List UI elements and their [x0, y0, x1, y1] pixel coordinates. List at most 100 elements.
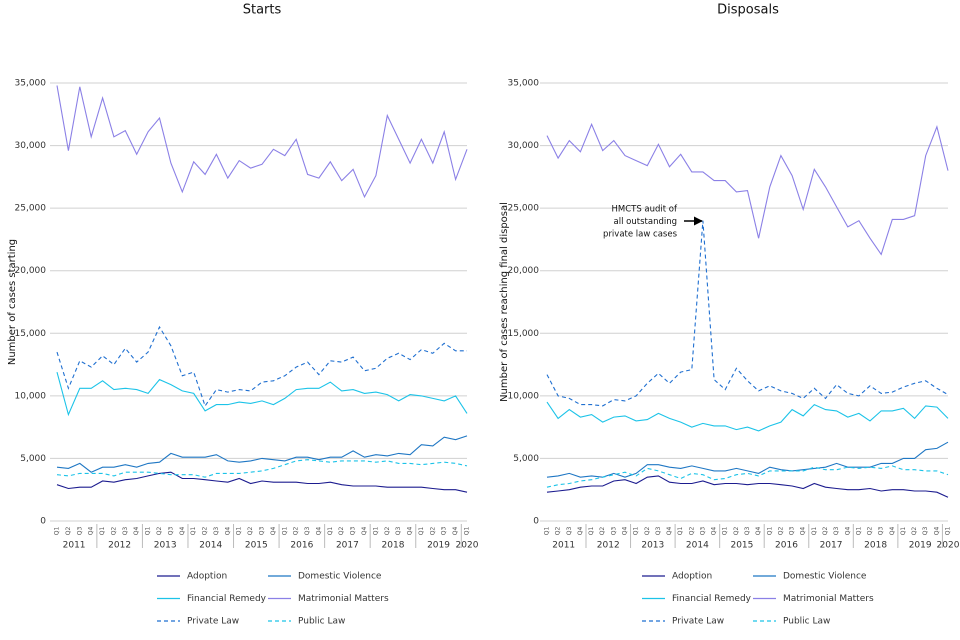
y-tick-label: 10,000 [15, 391, 47, 401]
y-tick-label: 30,000 [15, 141, 47, 151]
x-tick-label: Q1 [99, 527, 106, 536]
x-tick-label: Q4 [755, 527, 762, 536]
chart-title: Starts [243, 3, 282, 18]
y-tick-label: 0 [533, 517, 539, 527]
x-tick-label: Q2 [644, 527, 651, 536]
year-label: 2014 [686, 541, 709, 551]
year-label: 2017 [820, 541, 843, 551]
y-tick-label: 35,000 [15, 79, 47, 89]
year-label: 2015 [730, 541, 753, 551]
x-tick-label: Q2 [688, 527, 695, 536]
year-label: 2015 [245, 541, 268, 551]
year-label: 2020 [937, 541, 960, 551]
series-line [546, 401, 949, 432]
x-tick-label: Q2 [429, 527, 436, 536]
x-tick-label: Q1 [766, 527, 773, 536]
y-tick-label: 10,000 [508, 391, 540, 401]
annotation: all outstanding [614, 217, 677, 227]
x-tick-label: Q3 [833, 527, 840, 536]
year-label: 2012 [597, 541, 620, 551]
y-axis-label: Number of cases starting [7, 239, 18, 365]
x-tick-label: Q3 [922, 527, 929, 536]
year-label: 2011 [63, 541, 86, 551]
x-tick-label: Q2 [599, 527, 606, 536]
x-tick-label: Q4 [889, 527, 896, 536]
x-tick-label: Q3 [441, 527, 448, 536]
series-line [546, 122, 949, 256]
y-tick-label: 0 [40, 517, 46, 527]
x-tick-label: Q1 [190, 527, 197, 536]
x-tick-label: Q2 [110, 527, 117, 536]
legend-label: Private Law [672, 617, 724, 627]
y-tick-label: 35,000 [508, 79, 540, 89]
y-tick-label: 20,000 [508, 266, 540, 276]
y-axis-label: Number of cases reaching final disposal [499, 202, 510, 402]
year-label: 2011 [552, 541, 575, 551]
x-tick-label: Q4 [224, 527, 231, 536]
year-label: 2014 [199, 541, 222, 551]
x-tick-label: Q3 [744, 527, 751, 536]
x-tick-label: Q4 [666, 527, 673, 536]
x-tick-label: Q4 [407, 527, 414, 536]
x-tick-label: Q3 [789, 527, 796, 536]
year-label: 2013 [154, 541, 177, 551]
legend-label: Adoption [187, 572, 227, 582]
x-tick-label: Q4 [800, 527, 807, 536]
legend-label: Private Law [187, 617, 239, 627]
legend-label: Matrimonial Matters [783, 594, 874, 604]
y-tick-label: 15,000 [508, 329, 540, 339]
x-tick-label: Q1 [236, 527, 243, 536]
series-line [56, 459, 468, 478]
x-tick-label: Q3 [655, 527, 662, 536]
y-tick-label: 20,000 [15, 266, 47, 276]
x-tick-label: Q2 [202, 527, 209, 536]
x-tick-label: Q2 [733, 527, 740, 536]
x-tick-label: Q3 [350, 527, 357, 536]
x-tick-label: Q3 [122, 527, 129, 536]
x-tick-label: Q1 [464, 527, 471, 536]
x-tick-label: Q2 [247, 527, 254, 536]
year-label: 2013 [641, 541, 664, 551]
x-tick-label: Q4 [577, 527, 584, 536]
year-label: 2017 [336, 541, 359, 551]
series-line [56, 325, 467, 408]
x-tick-label: Q3 [213, 527, 220, 536]
x-tick-label: Q4 [361, 527, 368, 536]
series-line [546, 465, 949, 488]
x-tick-label: Q1 [372, 527, 379, 536]
y-tick-label: 15,000 [15, 329, 47, 339]
x-tick-label: Q2 [822, 527, 829, 536]
x-tick-label: Q4 [315, 527, 322, 536]
x-tick-label: Q1 [145, 527, 152, 536]
x-tick-label: Q1 [677, 527, 684, 536]
legend-label: Public Law [783, 617, 830, 627]
x-tick-label: Q1 [418, 527, 425, 536]
x-tick-label: Q2 [384, 527, 391, 536]
x-tick-label: Q1 [633, 527, 640, 536]
x-tick-label: Q1 [54, 527, 61, 536]
x-tick-label: Q3 [304, 527, 311, 536]
legend-label: Matrimonial Matters [298, 594, 389, 604]
x-tick-label: Q3 [259, 527, 266, 536]
x-tick-label: Q4 [844, 527, 851, 536]
x-tick-label: Q2 [156, 527, 163, 536]
x-tick-label: Q1 [945, 527, 952, 536]
x-tick-label: Q3 [699, 527, 706, 536]
x-tick-label: Q3 [395, 527, 402, 536]
x-tick-label: Q2 [867, 527, 874, 536]
x-tick-label: Q4 [179, 527, 186, 536]
annotation: HMCTS audit of [611, 205, 678, 215]
series-line [56, 471, 468, 493]
x-tick-label: Q3 [167, 527, 174, 536]
x-tick-label: Q2 [777, 527, 784, 536]
x-tick-label: Q1 [281, 527, 288, 536]
x-tick-label: Q2 [555, 527, 562, 536]
year-label: 2020 [456, 541, 479, 551]
x-tick-label: Q4 [711, 527, 718, 536]
x-tick-label: Q1 [588, 527, 595, 536]
y-tick-label: 5,000 [513, 454, 539, 464]
annotation: private law cases [603, 230, 678, 240]
x-tick-label: Q4 [88, 527, 95, 536]
series-line [56, 85, 468, 199]
